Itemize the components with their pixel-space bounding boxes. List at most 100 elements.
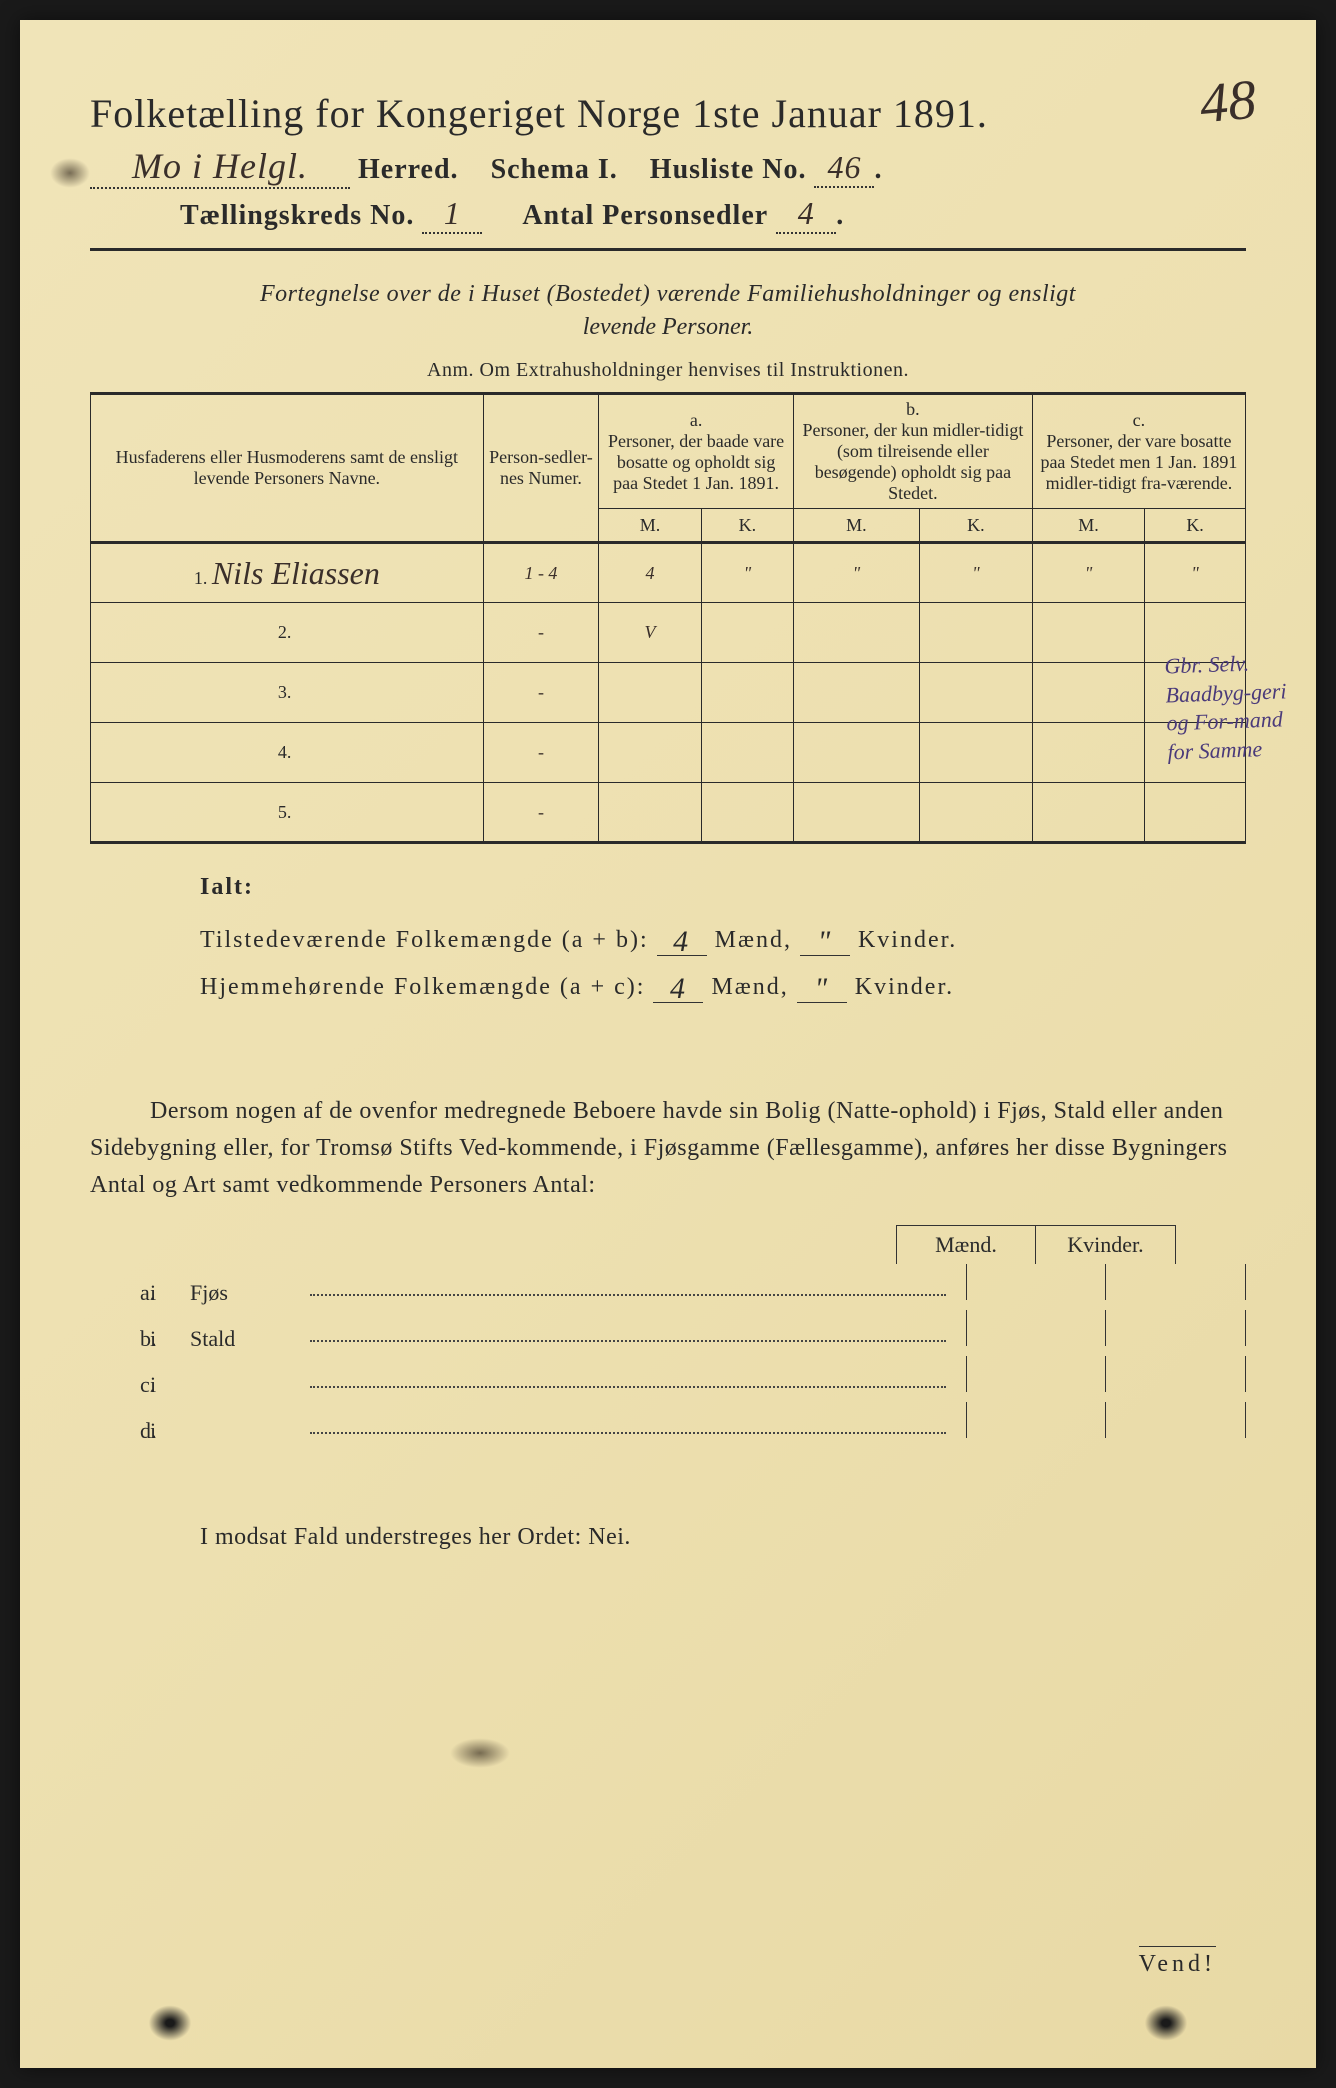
row-num: 1 - 4 (483, 543, 599, 603)
herred-label: Herred. (358, 154, 459, 185)
antal-label: Antal Personsedler (522, 200, 768, 231)
main-title: Folketælling for Kongeriget Norge 1ste J… (90, 90, 1246, 137)
bldg-i: i (150, 1372, 190, 1398)
row-c-k (1145, 783, 1246, 843)
divider (90, 248, 1246, 251)
census-table: Husfaderens eller Husmoderens samt de en… (90, 392, 1246, 844)
header-line-3: Tællingskreds No. 1 Antal Personsedler 4… (90, 195, 1246, 234)
census-form-page: 48 Folketælling for Kongeriget Norge 1st… (20, 20, 1316, 2068)
bldg-k-cell (1106, 1402, 1246, 1438)
row-num: - (483, 783, 599, 843)
totals-resident: Hjemmehørende Folkemængde (a + c): 4 Mæn… (200, 968, 1246, 1003)
row-c-m (1032, 663, 1144, 723)
bldg-letter: d. (90, 1418, 150, 1444)
bldg-i: i (150, 1326, 190, 1352)
row-b-m (793, 663, 919, 723)
building-row: b.iStald (90, 1310, 1246, 1352)
row-a-k: " (701, 543, 793, 603)
kvinder-label-2: Kvinder. (855, 974, 954, 1000)
row-a-k (701, 603, 793, 663)
row-c-m: " (1032, 543, 1144, 603)
herred-value: Mo i Helgl. (90, 145, 350, 189)
building-paragraph: Dersom nogen af de ovenfor medregnede Be… (90, 1093, 1246, 1205)
resident-m: 4 (670, 972, 687, 1005)
col-b: b. Personer, der kun midler-tidigt (som … (793, 394, 1032, 509)
resident-label: Hjemmehørende Folkemængde (a + c): (200, 974, 645, 1000)
row-c-m (1032, 603, 1144, 663)
col-c-text: Personer, der vare bosatte paa Stedet me… (1037, 431, 1241, 494)
bldg-name: Stald (190, 1326, 310, 1352)
bldg-letter: a. (90, 1280, 150, 1306)
building-row: a.iFjøs (90, 1264, 1246, 1306)
bldg-m-cell (966, 1264, 1106, 1300)
antal-value: 4 (776, 195, 836, 234)
bldg-dots (310, 1340, 946, 1342)
col-c-letter: c. (1037, 410, 1241, 431)
col-c-m: M. (1032, 509, 1144, 543)
totals-present: Tilstedeværende Folkemængde (a + b): 4 M… (200, 921, 1246, 956)
bldg-maend: Mænd. (896, 1225, 1036, 1264)
bldg-kvinder: Kvinder. (1036, 1225, 1176, 1264)
col-a-k: K. (701, 509, 793, 543)
row-name-cell: 3. (91, 663, 484, 723)
bldg-m-cell (966, 1356, 1106, 1392)
resident-k: " (814, 972, 829, 1005)
subtitle-line1: Fortegnelse over de i Huset (Bostedet) v… (90, 281, 1246, 308)
building-table: Mænd.Kvinder. a.iFjøsb.iStaldc.id.i (90, 1225, 1246, 1444)
subtitle-line2: levende Personer. (90, 314, 1246, 341)
bldg-name: Fjøs (190, 1280, 310, 1306)
row-a-m: 4 (599, 543, 702, 603)
page-number-annotation: 48 (1197, 68, 1258, 137)
bldg-dots (310, 1386, 946, 1388)
row-num: - (483, 603, 599, 663)
row-b-k (919, 663, 1032, 723)
col-header-name: Husfaderens eller Husmoderens samt de en… (91, 394, 484, 543)
turn-over-label: Vend! (1139, 1946, 1216, 1978)
col-c: c. Personer, der vare bosatte paa Stedet… (1032, 394, 1245, 509)
bldg-k-cell (1106, 1356, 1246, 1392)
row-a-m (599, 783, 702, 843)
ink-smudge-2 (450, 1738, 510, 1768)
husliste-value: 46 (814, 149, 874, 188)
col-header-number: Person-sedler-nes Numer. (483, 394, 599, 543)
row-a-k (701, 723, 793, 783)
table-row: 4. - (91, 723, 1246, 783)
row-name-cell: 4. (91, 723, 484, 783)
bldg-i: i (150, 1418, 190, 1444)
present-m: 4 (673, 925, 690, 958)
table-row: 3. - (91, 663, 1246, 723)
row-b-k (919, 783, 1032, 843)
table-row: 1. Nils Eliassen1 - 44""""" (91, 543, 1246, 603)
table-row: 5. - (91, 783, 1246, 843)
building-row: d.i (90, 1402, 1246, 1444)
building-paragraph-text: Dersom nogen af de ovenfor medregnede Be… (90, 1098, 1228, 1198)
bldg-m-cell (966, 1402, 1106, 1438)
margin-handwriting: Gbr. Selv. Baadbyg-geri og For-mand for … (1164, 648, 1308, 767)
page-tear-left (140, 1998, 200, 2048)
row-a-m: V (599, 603, 702, 663)
row-a-k (701, 783, 793, 843)
col-b-m: M. (793, 509, 919, 543)
col-a-m: M. (599, 509, 702, 543)
ink-smudge (50, 158, 90, 188)
col-c-k: K. (1145, 509, 1246, 543)
header-line-2: Mo i Helgl. Herred. Schema I. Husliste N… (90, 145, 1246, 189)
row-a-k (701, 663, 793, 723)
kreds-value: 1 (422, 195, 482, 234)
row-a-m (599, 723, 702, 783)
bldg-m-cell (966, 1310, 1106, 1346)
col-b-k: K. (919, 509, 1032, 543)
row-b-m (793, 723, 919, 783)
row-name-cell: 5. (91, 783, 484, 843)
bldg-letter: c. (90, 1372, 150, 1398)
row-b-m: " (793, 543, 919, 603)
building-header: Mænd.Kvinder. (90, 1225, 1246, 1264)
row-b-k (919, 723, 1032, 783)
schema-label: Schema I. (491, 154, 618, 185)
row-b-k (919, 603, 1032, 663)
husliste-label: Husliste No. (650, 154, 807, 185)
col-b-letter: b. (798, 399, 1028, 420)
ialt-label: Ialt: (200, 874, 1246, 901)
kvinder-label: Kvinder. (858, 927, 957, 953)
anm-note: Anm. Om Extrahusholdninger henvises til … (90, 359, 1246, 382)
